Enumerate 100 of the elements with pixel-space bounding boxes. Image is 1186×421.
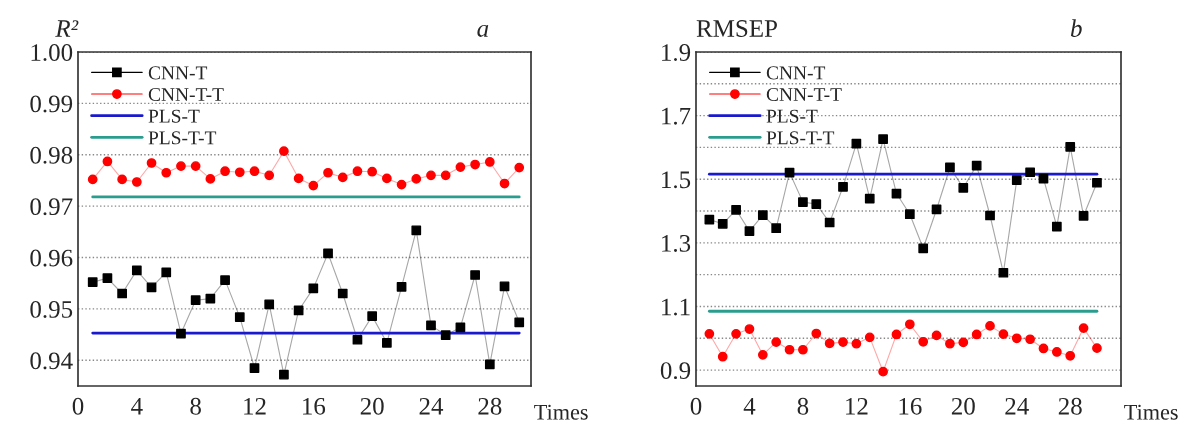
- y-tick-label: 1.7: [662, 107, 691, 125]
- x-tick-label: 12: [244, 397, 266, 415]
- y-tick-label: 0.95: [30, 300, 73, 318]
- point: [264, 299, 275, 310]
- point: [744, 324, 755, 334]
- point: [382, 337, 392, 348]
- point: [1092, 177, 1102, 188]
- point: [131, 177, 142, 187]
- x-tick-label: 8: [190, 397, 201, 415]
- legend-label: PLS-T: [766, 109, 818, 123]
- point: [117, 288, 127, 299]
- point: [985, 321, 995, 331]
- x-tick-label: 12: [846, 397, 868, 415]
- point: [426, 170, 436, 181]
- x-tick-label: 16: [303, 397, 326, 415]
- point: [1065, 141, 1076, 152]
- point: [308, 180, 319, 191]
- point: [811, 199, 822, 209]
- point: [396, 179, 407, 190]
- y-tick-label: 0.94: [30, 352, 73, 370]
- point: [945, 162, 955, 173]
- point: [1025, 167, 1035, 178]
- point: [824, 217, 835, 228]
- point: [131, 265, 142, 276]
- point: [1078, 210, 1089, 221]
- y-axis-title: R²: [55, 20, 79, 37]
- x-tick-label: 20: [360, 397, 384, 415]
- point: [998, 267, 1009, 278]
- x-tick-label: 0: [72, 397, 84, 415]
- point: [1038, 343, 1049, 354]
- legend-label: CNN-T: [766, 66, 826, 80]
- x-tick-label: 16: [899, 397, 922, 415]
- point: [985, 210, 995, 221]
- point: [323, 167, 333, 178]
- point: [352, 334, 363, 345]
- point: [744, 226, 755, 236]
- point: [279, 146, 289, 157]
- point: [470, 159, 480, 170]
- point: [918, 336, 929, 347]
- point: [731, 328, 741, 339]
- point: [234, 167, 245, 178]
- point: [308, 283, 319, 294]
- chart-title: b: [1070, 19, 1082, 37]
- point: [499, 178, 510, 189]
- point: [411, 225, 422, 236]
- point: [293, 173, 304, 184]
- point: [102, 273, 113, 283]
- point: [484, 157, 495, 167]
- x-tick-label: 24: [1005, 397, 1029, 415]
- point: [220, 275, 230, 286]
- point: [998, 329, 1009, 340]
- point: [396, 281, 407, 292]
- y-tick-label: 1.1: [662, 298, 690, 316]
- point: [382, 173, 392, 184]
- point: [971, 160, 982, 171]
- point: [337, 288, 348, 299]
- point: [1051, 347, 1062, 357]
- point: [851, 338, 862, 349]
- x-tick-label: 20: [951, 397, 975, 415]
- point: [514, 317, 525, 328]
- y-tick-label: 1.3: [662, 234, 691, 252]
- legend-label: CNN-T: [148, 66, 208, 80]
- y-tick-label: 1.9: [662, 44, 691, 62]
- point: [717, 218, 728, 229]
- point: [234, 312, 245, 323]
- point: [176, 161, 186, 171]
- legend-label: PLS-T-T: [148, 131, 217, 145]
- point: [440, 330, 451, 340]
- y-tick-label: 0.98: [30, 146, 73, 164]
- y-tick-label: 1.5: [662, 171, 691, 189]
- x-tick-label: 28: [478, 397, 502, 415]
- point: [784, 344, 795, 355]
- point: [945, 338, 955, 349]
- point: [824, 338, 835, 349]
- point: [470, 270, 480, 280]
- point: [146, 282, 157, 293]
- y-tick-label: 1.00: [31, 44, 73, 62]
- point: [918, 243, 929, 254]
- y-tick-label: 0.99: [30, 95, 73, 113]
- point: [1065, 350, 1076, 361]
- chart-title: a: [477, 24, 489, 37]
- point: [337, 172, 348, 183]
- point: [958, 337, 969, 348]
- x-tick-label: 8: [797, 397, 809, 415]
- point: [958, 182, 969, 193]
- point: [455, 162, 466, 172]
- point: [87, 174, 98, 185]
- point: [798, 197, 808, 208]
- x-axis-title: Times: [534, 404, 588, 420]
- point: [190, 295, 201, 306]
- point: [352, 166, 363, 177]
- point: [411, 174, 422, 184]
- point: [87, 277, 98, 288]
- legend-label: PLS-T-T: [766, 131, 835, 145]
- point: [798, 344, 808, 355]
- x-tick-label: 0: [690, 397, 702, 415]
- point: [146, 158, 157, 168]
- point: [161, 167, 172, 178]
- point: [1011, 175, 1022, 186]
- point: [161, 267, 172, 278]
